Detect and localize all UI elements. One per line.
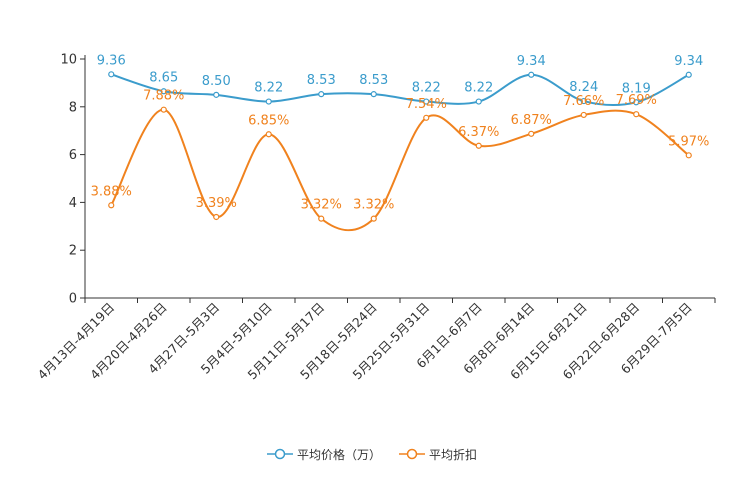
data-point[interactable] (160, 88, 167, 95)
data-point[interactable] (318, 215, 325, 222)
data-label: 8.53 (307, 73, 336, 88)
data-label: 3.32% (301, 198, 342, 213)
legend-price-marker-icon (266, 448, 293, 460)
data-label: 8.22 (412, 81, 441, 96)
data-point[interactable] (423, 114, 430, 121)
y-tick-label: 2 (69, 244, 77, 259)
data-point[interactable] (213, 213, 220, 221)
data-label: 7.66% (563, 94, 604, 109)
data-point[interactable] (475, 142, 482, 149)
data-point[interactable] (370, 91, 377, 98)
legend-discount-label: 平均折扣 (429, 447, 478, 462)
series-line-0 (110, 73, 690, 107)
data-point[interactable] (265, 98, 272, 105)
data-label: 7.88% (143, 89, 184, 104)
data-label: 3.32% (353, 198, 394, 213)
y-tick-label: 8 (69, 100, 77, 115)
data-label: 5.97% (668, 134, 709, 149)
data-point[interactable] (108, 71, 115, 78)
data-label: 6.37% (458, 125, 499, 140)
y-tick-label: 6 (69, 148, 77, 163)
data-label: 8.24 (569, 80, 598, 95)
data-point[interactable] (528, 130, 535, 137)
data-label: 9.34 (517, 54, 546, 69)
data-label: 8.50 (202, 74, 231, 89)
data-label: 9.36 (97, 53, 126, 68)
data-label: 8.65 (149, 70, 178, 85)
data-point[interactable] (423, 98, 430, 105)
data-label: 8.22 (464, 81, 493, 96)
data-point[interactable] (528, 71, 535, 78)
y-tick-label: 4 (69, 196, 77, 211)
data-label: 8.53 (359, 73, 388, 88)
y-tick-label: 10 (60, 53, 77, 68)
legend-item-price[interactable]: 平均价格（万） (266, 446, 381, 463)
data-point[interactable] (685, 71, 692, 78)
data-label: 8.19 (622, 81, 651, 96)
legend: 平均价格（万） 平均折扣 (0, 444, 744, 464)
data-point[interactable] (633, 111, 640, 118)
data-label: 6.85% (248, 113, 289, 128)
data-point[interactable] (370, 215, 377, 222)
y-tick-label: 0 (69, 292, 77, 307)
data-point[interactable] (685, 152, 692, 159)
data-label: 7.69% (616, 93, 657, 108)
data-label: 8.22 (254, 81, 283, 96)
data-point[interactable] (318, 91, 325, 98)
data-point[interactable] (108, 202, 115, 209)
data-point[interactable] (475, 98, 482, 105)
data-point[interactable] (633, 99, 640, 106)
data-label: 9.34 (674, 54, 703, 69)
data-label: 7.54% (406, 97, 447, 112)
data-point[interactable] (265, 131, 272, 138)
legend-item-discount[interactable]: 平均折扣 (399, 446, 477, 463)
data-label: 6.87% (511, 113, 552, 128)
data-point[interactable] (580, 97, 587, 105)
legend-price-label: 平均价格（万） (296, 447, 381, 462)
legend-discount-marker-icon (399, 448, 425, 460)
data-point[interactable] (160, 106, 167, 113)
series-line-1 (110, 108, 690, 232)
data-point[interactable] (580, 111, 587, 119)
data-label: 3.39% (196, 196, 237, 211)
data-point[interactable] (213, 91, 220, 98)
data-label: 3.88% (91, 184, 132, 199)
